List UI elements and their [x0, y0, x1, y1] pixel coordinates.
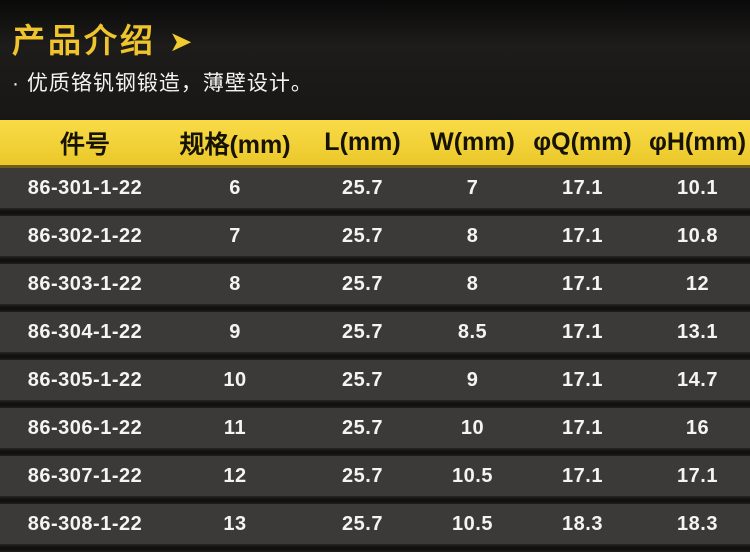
cell-part-number: 86-308-1-22 [27, 512, 143, 535]
row-separator [0, 256, 750, 264]
table-row: 86-302-1-22 7 25.7 8 17.1 10.8 [0, 216, 750, 256]
table-row-block: 86-304-1-22 9 25.7 8.5 17.1 13.1 [0, 312, 750, 360]
col-header-spec: 规格(mm) [179, 130, 291, 159]
table-row: 86-308-1-22 13 25.7 10.5 18.3 18.3 [0, 504, 750, 544]
cell-width: 10.5 [452, 464, 493, 487]
row-separator [0, 208, 750, 216]
cell-q-diameter: 17.1 [562, 224, 603, 247]
table-header-row: 件号 规格(mm) L(mm) W(mm) φQ(mm) φH(mm) [0, 120, 750, 168]
cell-part-number: 86-302-1-22 [27, 224, 143, 247]
table-row: 86-305-1-22 10 25.7 9 17.1 14.7 [0, 360, 750, 400]
cell-spec: 6 [229, 176, 241, 199]
cell-h-diameter: 12 [685, 272, 710, 295]
table-row-block: 86-301-1-22 6 25.7 7 17.1 10.1 [0, 168, 750, 216]
row-separator [0, 352, 750, 360]
cell-q-diameter: 17.1 [562, 368, 603, 391]
col-header-part-number: 件号 [59, 130, 110, 159]
cell-length: 25.7 [342, 224, 383, 247]
table-row-block: 86-302-1-22 7 25.7 8 17.1 10.8 [0, 216, 750, 264]
row-separator [0, 448, 750, 456]
cell-q-diameter: 18.3 [562, 512, 603, 535]
col-header-length: L(mm) [324, 128, 401, 156]
table-row: 86-304-1-22 9 25.7 8.5 17.1 13.1 [0, 312, 750, 352]
cell-width: 9 [466, 368, 479, 391]
col-header-h-diameter: φH(mm) [648, 128, 747, 156]
cell-q-diameter: 17.1 [562, 416, 603, 439]
col-header-q-diameter: φQ(mm) [533, 128, 632, 156]
cell-q-diameter: 17.1 [562, 272, 603, 295]
table-row-block: 86-308-1-22 13 25.7 10.5 18.3 18.3 [0, 504, 750, 552]
cell-length: 25.7 [342, 320, 383, 343]
row-separator [0, 304, 750, 312]
cell-h-diameter: 13.1 [677, 320, 718, 343]
cell-h-diameter: 10.1 [677, 176, 718, 199]
table-row: 86-301-1-22 6 25.7 7 17.1 10.1 [0, 168, 750, 208]
cell-width: 10.5 [452, 512, 493, 535]
cell-h-diameter: 18.3 [677, 512, 718, 535]
table-row: 86-303-1-22 8 25.7 8 17.1 12 [0, 264, 750, 304]
cell-length: 25.7 [342, 368, 383, 391]
row-separator [0, 400, 750, 408]
cell-part-number: 86-305-1-22 [27, 368, 143, 391]
cell-q-diameter: 17.1 [562, 176, 603, 199]
table-row-block: 86-303-1-22 8 25.7 8 17.1 12 [0, 264, 750, 312]
product-intro-section: 产品介绍 ➤ · 优质铬钒钢锻造，薄壁设计。 [0, 0, 750, 120]
section-title: 产品介绍 [12, 22, 156, 59]
cell-spec: 8 [229, 272, 241, 295]
cell-h-diameter: 17.1 [677, 464, 718, 487]
cell-width: 8 [466, 224, 479, 247]
table-row: 86-306-1-22 11 25.7 10 17.1 16 [0, 408, 750, 448]
table-row-block: 86-305-1-22 10 25.7 9 17.1 14.7 [0, 360, 750, 408]
spec-table: 件号 规格(mm) L(mm) W(mm) φQ(mm) φH(mm) 86-3… [0, 120, 750, 552]
cell-length: 25.7 [342, 176, 383, 199]
cell-h-diameter: 10.8 [677, 224, 718, 247]
cell-part-number: 86-306-1-22 [27, 416, 143, 439]
row-separator [0, 496, 750, 504]
cell-h-diameter: 14.7 [677, 368, 718, 391]
cell-spec: 13 [223, 512, 247, 535]
product-feature-text: · 优质铬钒钢锻造，薄壁设计。 [12, 72, 313, 95]
cell-width: 10 [460, 416, 485, 439]
cell-spec: 7 [229, 224, 241, 247]
cell-length: 25.7 [342, 464, 383, 487]
cell-spec: 9 [229, 320, 241, 343]
row-separator [0, 544, 750, 552]
cell-part-number: 86-307-1-22 [27, 464, 143, 487]
cell-width: 7 [466, 176, 479, 199]
cell-h-diameter: 16 [685, 416, 710, 439]
cell-length: 25.7 [342, 272, 383, 295]
col-header-width: W(mm) [430, 128, 515, 156]
cell-part-number: 86-301-1-22 [27, 176, 143, 199]
section-title-row: 产品介绍 ➤ [12, 24, 750, 57]
arrow-right-icon: ➤ [169, 25, 193, 57]
cell-width: 8.5 [457, 320, 488, 343]
cell-part-number: 86-303-1-22 [27, 272, 143, 295]
cell-part-number: 86-304-1-22 [27, 320, 143, 343]
cell-spec: 12 [223, 464, 247, 487]
cell-width: 8 [466, 272, 479, 295]
cell-length: 25.7 [342, 512, 383, 535]
cell-spec: 11 [223, 416, 247, 439]
table-row: 86-307-1-22 12 25.7 10.5 17.1 17.1 [0, 456, 750, 496]
table-body: 86-301-1-22 6 25.7 7 17.1 10.1 86-302-1-… [0, 168, 750, 552]
cell-spec: 10 [223, 368, 247, 391]
cell-length: 25.7 [342, 416, 383, 439]
table-row-block: 86-306-1-22 11 25.7 10 17.1 16 [0, 408, 750, 456]
table-row-block: 86-307-1-22 12 25.7 10.5 17.1 17.1 [0, 456, 750, 504]
cell-q-diameter: 17.1 [562, 320, 603, 343]
cell-q-diameter: 17.1 [562, 464, 603, 487]
